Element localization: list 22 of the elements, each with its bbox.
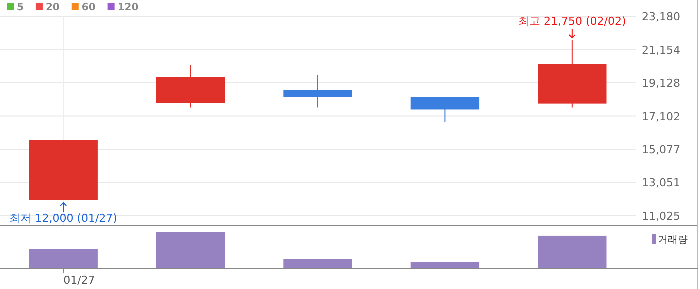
legend-label: 거래량 <box>658 235 688 246</box>
annotation: 최저 12,000 (01/27) <box>10 202 118 225</box>
bar <box>29 249 98 268</box>
annotation: 최저 12,000 (01/27) <box>10 212 118 225</box>
y-tick-label: 13,051 <box>642 176 680 190</box>
y-tick-label: 15,077 <box>642 143 680 156</box>
legend-label: 120 <box>118 2 139 14</box>
annotation: 최고 21,750 (02/02) <box>518 14 626 28</box>
legend-label: 20 <box>46 2 60 14</box>
annotation: 최고 21,750 (02/02) <box>518 14 626 39</box>
y-tick-label: 11,025 <box>642 210 680 223</box>
y-tick-label: 17,102 <box>642 110 680 124</box>
bar <box>410 262 480 268</box>
x-tick-label: 01/27 <box>64 274 96 287</box>
y-tick-label: 23,180 <box>642 10 680 24</box>
bar <box>156 232 226 268</box>
bar <box>538 236 607 268</box>
legend-label: 5 <box>17 2 24 14</box>
legend-label: 60 <box>82 2 96 14</box>
bar <box>284 259 352 268</box>
y-tick-label: 19,128 <box>642 77 680 90</box>
y-tick-label: 21,154 <box>642 44 680 57</box>
